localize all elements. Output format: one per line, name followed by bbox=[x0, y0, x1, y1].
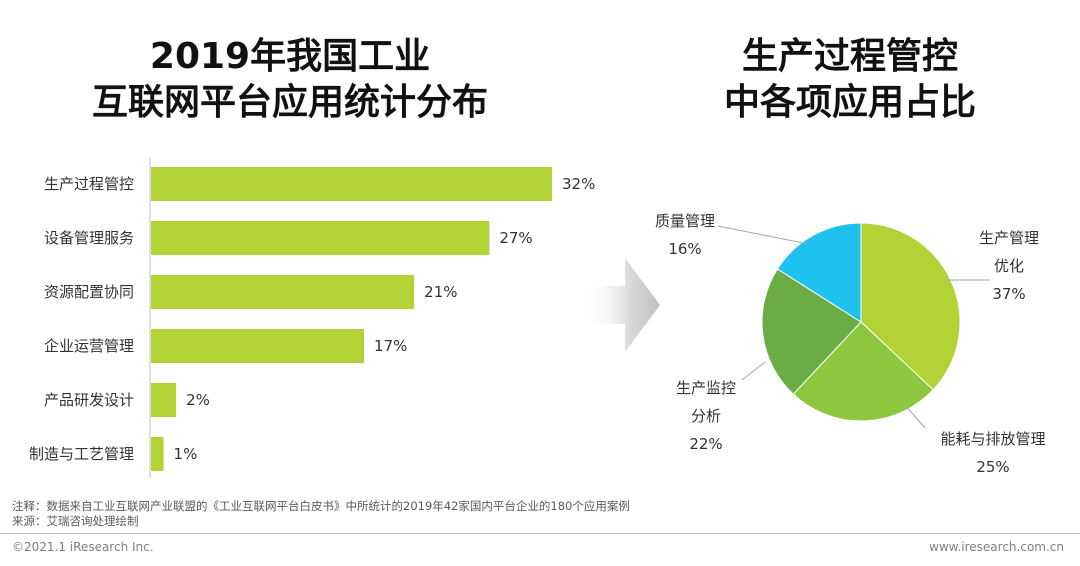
bar-value-label: 17% bbox=[374, 337, 407, 355]
website-text: www.iresearch.com.cn bbox=[929, 540, 1064, 554]
pie-leader-line bbox=[717, 225, 809, 245]
bar-category-label: 资源配置协同 bbox=[44, 283, 134, 301]
bar-category-label: 生产过程管控 bbox=[44, 175, 134, 193]
bar-6 bbox=[151, 437, 164, 471]
pie-slice-3 bbox=[761, 268, 862, 395]
bar-category-label: 产品研发设计 bbox=[44, 391, 134, 409]
bar-5 bbox=[151, 383, 177, 417]
right-title-line-2: 中各项应用占比 bbox=[723, 82, 976, 123]
source-note: 来源：艾瑞咨询处理绘制 bbox=[12, 514, 139, 528]
pie-category-label: 质量管理 bbox=[655, 212, 715, 230]
bar-category-label: 制造与工艺管理 bbox=[29, 445, 134, 463]
pie-slice-2 bbox=[792, 321, 934, 422]
pie-category-label: 生产管理 bbox=[979, 229, 1039, 247]
pie-value-label: 37% bbox=[992, 285, 1025, 303]
transition-arrow-icon bbox=[585, 258, 660, 352]
bar-3 bbox=[151, 275, 415, 309]
bar-4 bbox=[151, 329, 365, 363]
bar-category-label: 企业运营管理 bbox=[44, 337, 134, 355]
footer-divider bbox=[0, 533, 1080, 534]
copyright-text: ©2021.1 iResearch Inc. bbox=[12, 540, 154, 554]
bar-value-label: 27% bbox=[499, 229, 532, 247]
left-title-line-2: 互联网平台应用统计分布 bbox=[91, 82, 488, 123]
pie-slice-4 bbox=[776, 222, 862, 323]
bar-value-label: 2% bbox=[186, 391, 210, 409]
pie-value-label: 22% bbox=[689, 435, 722, 453]
pie-category-label: 生产监控 bbox=[676, 379, 736, 397]
bar-chart: 生产过程管控 32% 设备管理服务 27% 资源配置协同 21% 企业运营管理 17% 产品研发… bbox=[29, 167, 595, 471]
pie-category-label: 优化 bbox=[994, 257, 1024, 275]
pie-leader-line bbox=[904, 404, 926, 429]
left-chart-title: 2019年我国工业 互联网平台应用统计分布 bbox=[20, 34, 560, 126]
right-chart-title: 生产过程管控 中各项应用占比 bbox=[650, 34, 1050, 126]
left-title-line-1: 2019年我国工业 bbox=[149, 36, 431, 77]
right-title-line-1: 生产过程管控 bbox=[741, 36, 958, 77]
footnote: 注释：数据来自工业互联网产业联盟的《工业互联网平台白皮书》中所统计的2019年4… bbox=[12, 499, 630, 513]
bar-value-label: 21% bbox=[424, 283, 457, 301]
pie-slice-1 bbox=[860, 222, 961, 391]
bar-category-label: 设备管理服务 bbox=[44, 229, 134, 247]
bar-value-label: 1% bbox=[174, 445, 198, 463]
bar-2 bbox=[151, 221, 490, 255]
bar-1 bbox=[151, 167, 552, 201]
bar-value-label: 32% bbox=[562, 175, 595, 193]
pie-category-label: 分析 bbox=[691, 407, 721, 425]
pie-value-label: 25% bbox=[976, 458, 1009, 476]
pie-category-label: 能耗与排放管理 bbox=[940, 430, 1045, 448]
pie-value-label: 16% bbox=[668, 240, 701, 258]
pie-leader-line bbox=[741, 361, 766, 381]
